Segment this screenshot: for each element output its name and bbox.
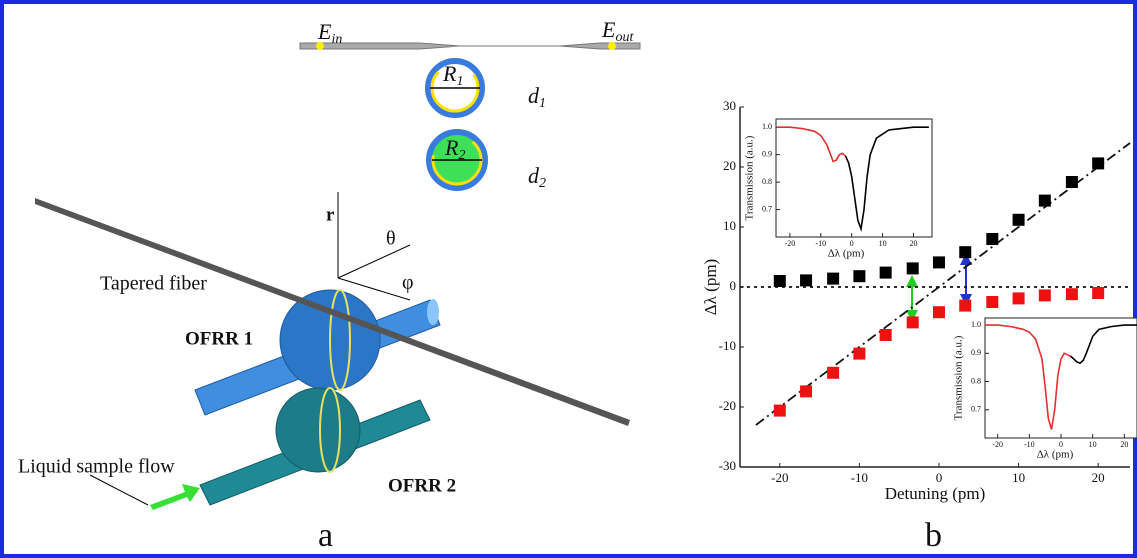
label: E <box>317 19 332 44</box>
point <box>1039 289 1051 301</box>
x-axis-title: Δλ (pm) <box>1037 449 1074 461</box>
point <box>1013 292 1025 304</box>
x-tick-label: 10 <box>879 239 887 248</box>
x-tick-label: 0 <box>1059 440 1063 449</box>
label: Liquid sample flow <box>18 456 175 478</box>
x-tick-label: 10 <box>1012 470 1025 485</box>
point <box>933 306 945 318</box>
point <box>853 348 865 360</box>
y-tick-label: -10 <box>719 338 736 353</box>
x-tick-label: 20 <box>909 239 917 248</box>
point <box>1092 157 1104 169</box>
label: r <box>326 204 335 225</box>
label: 1 <box>456 74 463 89</box>
y-tick-label: 0.8 <box>971 376 981 385</box>
x-tick-label: -10 <box>851 470 868 485</box>
y-tick-label: 0.7 <box>762 204 772 213</box>
point <box>774 405 786 417</box>
label: OFRR 1 <box>185 328 253 349</box>
point <box>933 256 945 268</box>
capillary-end <box>427 299 439 325</box>
point <box>907 316 919 328</box>
x-tick-label: -20 <box>992 440 1003 449</box>
point <box>1013 214 1025 226</box>
y-axis-title: Transmission (a.u.) <box>953 335 965 420</box>
y-tick-label: -20 <box>719 398 736 413</box>
y-tick-label: 0.9 <box>971 348 981 357</box>
label: R <box>444 135 459 160</box>
point <box>1092 287 1104 299</box>
point <box>774 275 786 287</box>
y-axis-title: Δλ (pm) <box>701 259 720 315</box>
x-tick-label: 20 <box>1092 470 1105 485</box>
y-axis-title: Transmission (a.u.) <box>744 135 756 220</box>
inset-background <box>776 119 932 237</box>
panel-label: a <box>318 517 333 554</box>
point <box>986 233 998 245</box>
point <box>1039 195 1051 207</box>
point <box>959 300 971 312</box>
point <box>986 296 998 308</box>
y-tick-label: 0 <box>730 278 737 293</box>
label: out <box>615 30 634 45</box>
sphere-2 <box>276 388 360 472</box>
label: R <box>442 61 457 86</box>
x-tick-label: -20 <box>771 470 788 485</box>
label: 2 <box>458 148 465 163</box>
y-tick-label: 10 <box>723 218 736 233</box>
point <box>1066 176 1078 188</box>
x-axis-title: Δλ (pm) <box>828 248 865 260</box>
y-tick-label: 1.0 <box>762 122 772 131</box>
point <box>853 270 865 282</box>
point <box>800 274 812 286</box>
point <box>907 262 919 274</box>
y-tick-label: 30 <box>723 98 736 113</box>
point <box>800 385 812 397</box>
label: OFRR 2 <box>388 475 456 496</box>
x-tick-label: 0 <box>850 239 854 248</box>
x-axis-title: Detuning (pm) <box>885 484 986 503</box>
label: 2 <box>539 176 546 191</box>
label: E <box>601 17 616 42</box>
y-tick-label: 20 <box>723 158 736 173</box>
x-tick-label: 20 <box>1120 440 1128 449</box>
point <box>827 367 839 379</box>
figure: Ein Eout R1 d1 R2 d2 r θ φ Tapered fiber… <box>0 0 1137 558</box>
label: θ <box>386 228 396 250</box>
label: φ <box>402 272 414 294</box>
x-tick-label: 10 <box>1089 440 1097 449</box>
label: 1 <box>539 96 546 111</box>
label: in <box>331 32 342 47</box>
inset-background <box>985 318 1137 438</box>
point <box>880 329 892 341</box>
point <box>1066 288 1078 300</box>
x-tick-label: -10 <box>1024 440 1035 449</box>
x-tick-label: -20 <box>785 239 796 248</box>
panel-label: b <box>925 517 942 554</box>
y-tick-label: 0.8 <box>762 177 772 186</box>
point <box>827 273 839 285</box>
y-tick-label: 0.7 <box>971 405 981 414</box>
point <box>880 267 892 279</box>
x-tick-label: 0 <box>936 470 943 485</box>
x-tick-label: -10 <box>815 239 826 248</box>
y-tick-label: 1.0 <box>971 320 981 329</box>
y-tick-label: -30 <box>719 458 736 473</box>
label: Tapered fiber <box>100 273 207 295</box>
y-tick-label: 0.9 <box>762 150 772 159</box>
point <box>959 246 971 258</box>
